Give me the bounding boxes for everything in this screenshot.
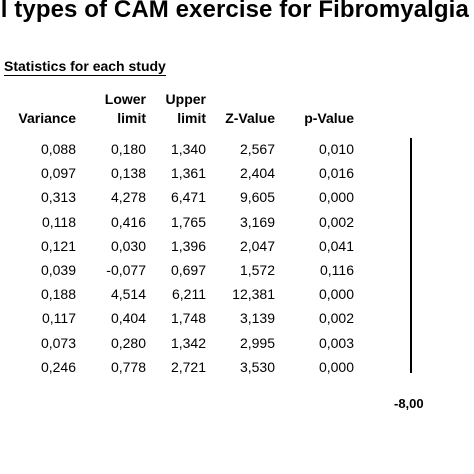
cell-variance-row-7: 0,188 [40,286,76,303]
cell-z-row-3: 9,605 [239,189,275,206]
cell-variance-row-4: 0,118 [42,213,76,230]
cell-z-row-1: 2,567 [239,141,275,157]
cell-variance-row-2: 0,097 [40,165,76,182]
cell-z-row-7: 12,381 [232,286,275,303]
cell-lower-row-2: 0,138 [110,165,146,182]
cell-variance-row-1: 0,088 [40,141,76,157]
cell-variance-row-6: 0,039 [40,262,76,278]
forest-plot-axis-line [410,138,412,373]
cell-lower-row-1: 0,180 [110,141,146,157]
cell-p-row-7: 0,000 [318,286,354,303]
cell-p-row-1: 0,010 [318,141,354,157]
cell-p-row-10: 0,000 [318,358,354,375]
cell-z-row-8: 3,139 [239,310,275,327]
cell-z-row-5: 2,047 [239,237,275,254]
cell-variance-row-5: 0,121 [40,237,76,254]
cell-p-row-6: 0,116 [320,262,354,278]
cell-lower-row-8: 0,404 [110,310,146,327]
cell-z-row-9: 2,995 [239,334,275,351]
cell-variance-row-9: 0,073 [40,334,76,351]
cell-upper-row-9: 1,342 [170,334,206,351]
cell-p-row-8: 0,002 [318,310,354,327]
column-header-p: p-Value [304,110,354,126]
cell-p-row-9: 0,003 [318,334,354,351]
cell-lower-row-5: 0,030 [110,237,146,254]
cell-lower-row-9: 0,280 [110,334,146,351]
cell-upper-row-7: 6,211 [172,286,206,303]
cell-p-row-3: 0,000 [318,189,354,206]
cell-z-row-4: 3,169 [239,213,275,230]
cell-lower-row-3: 4,278 [110,189,146,206]
cell-lower-row-10: 0,778 [110,358,146,375]
cell-lower-row-6: -0,077 [106,262,146,278]
cell-upper-row-5: 1,396 [170,237,206,254]
cell-p-row-5: 0,041 [318,237,354,254]
cell-z-row-6: 1,572 [239,262,275,278]
column-header-z: Z-Value [225,110,275,126]
cell-variance-row-8: 0,117 [42,310,76,327]
page-title: ll types of CAM exercise for Fibromyalgi… [0,0,469,23]
cell-lower-row-4: 0,416 [110,213,146,230]
column-header-lower-line-2: limit [117,110,146,126]
cell-upper-row-10: 2,721 [170,358,206,375]
column-header-variance: Variance [18,110,76,126]
column-header-upper-line-2: limit [177,110,206,126]
cell-upper-row-6: 0,697 [170,262,206,278]
cell-upper-row-8: 1,748 [170,310,206,327]
section-label: Statistics for each study [4,58,166,76]
axis-tick-label: -8,00 [394,396,424,411]
cell-z-row-2: 2,404 [239,165,275,182]
cell-variance-row-3: 0,313 [40,189,76,206]
cell-p-row-2: 0,016 [318,165,354,182]
column-header-upper-line-1: Upper [165,91,206,107]
cell-upper-row-3: 6,471 [170,189,206,206]
cell-upper-row-2: 1,361 [170,165,206,182]
cell-lower-row-7: 4,514 [110,286,146,303]
cell-upper-row-1: 1,340 [170,141,206,157]
column-header-lower-line-1: Lower [104,91,146,107]
cell-p-row-4: 0,002 [318,213,354,230]
cell-upper-row-4: 1,765 [170,213,206,230]
cell-z-row-10: 3,530 [239,358,275,375]
cell-variance-row-10: 0,246 [40,358,76,375]
